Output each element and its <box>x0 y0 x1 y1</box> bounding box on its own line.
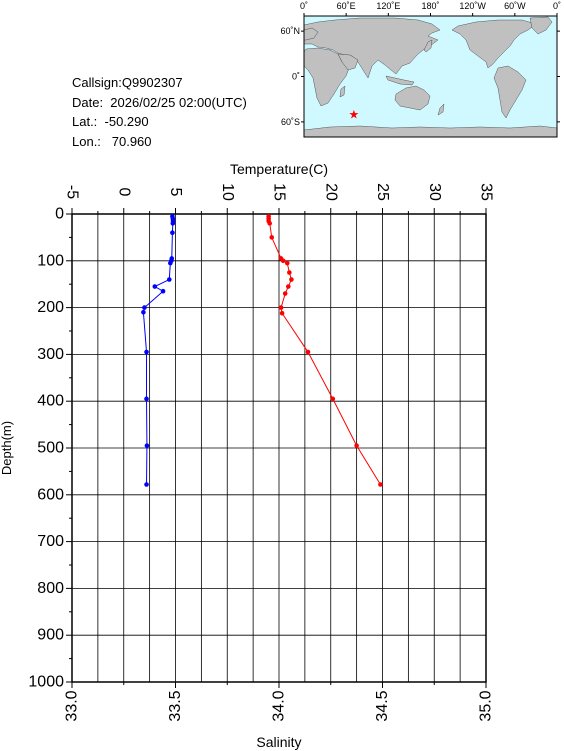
temperature-tick-label: -5 <box>64 185 81 199</box>
temperature-axis-title: Temperature(C) <box>230 161 328 177</box>
salinity-profile-point <box>170 221 176 226</box>
salinity-profile-point <box>142 305 147 310</box>
salinity-tick-label: 34.5 <box>374 690 391 721</box>
salinity-profile-point <box>144 482 149 487</box>
map-longitude-label: 0˚ <box>553 1 561 11</box>
temperature-profile-point <box>267 221 272 226</box>
salinity-profile-point <box>166 277 172 282</box>
depth-tick-label: 200 <box>37 299 64 316</box>
depth-tick-label: 800 <box>37 580 64 597</box>
temperature-profile-point <box>282 291 288 296</box>
temperature-tick-label: 30 <box>426 183 443 201</box>
longitude-text: Lon.: 70.960 <box>72 133 152 149</box>
salinity-tick-label: 34.0 <box>271 690 288 721</box>
temperature-profile-point <box>278 305 284 310</box>
temperature-tick-label: 5 <box>167 188 184 197</box>
map-land-europe <box>304 27 319 41</box>
temperature-profile-point <box>330 396 336 402</box>
salinity-profile-point <box>144 396 149 402</box>
map-longitude-labels: 0˚ 60˚E 120˚E 180˚ 120˚W 60˚W 0˚ <box>300 1 561 11</box>
map-land-greenland <box>529 16 553 35</box>
map-latitude-label: 60˚S <box>281 117 300 127</box>
map-land-australia <box>394 85 431 111</box>
temperature-profile-point <box>354 443 359 448</box>
map-latitude-label: 0˚ <box>292 72 300 82</box>
latitude-text: Lat.: -50.290 <box>72 114 149 129</box>
map-land-north-america <box>451 19 537 69</box>
location-map: 0˚ 60˚E 120˚E 180˚ 120˚W 60˚W 0˚ 60˚N 0˚ 60˚S ★ <box>280 1 561 138</box>
temperature-profile-point <box>279 310 285 316</box>
salinity-profile-point <box>144 443 150 448</box>
depth-tick-label: 100 <box>37 252 64 269</box>
temperature-profile-point <box>280 258 286 264</box>
salinity-profile-point <box>144 349 149 355</box>
temperature-tick-labels: -5 0 5 10 15 20 25 30 35 <box>64 183 495 201</box>
profile-series <box>141 214 383 487</box>
map-land-madagascar <box>339 85 346 98</box>
temperature-tick-label: 10 <box>219 183 236 201</box>
depth-tick-label: 0 <box>55 206 64 223</box>
map-longitude-label: 180˚ <box>421 1 439 11</box>
salinity-axis-title: Salinity <box>256 734 301 750</box>
salinity-tick-label: 35.0 <box>478 690 495 721</box>
map-land-indonesia <box>385 75 415 86</box>
depth-tick-label: 1000 <box>28 674 64 691</box>
map-ticks <box>301 13 560 123</box>
depth-tick-label: 400 <box>37 393 64 410</box>
depth-tick-label: 600 <box>37 486 64 503</box>
station-marker: ★ <box>348 108 359 122</box>
profile-info: Callsign:Q9902307 Date: 2026/02/25 02:00… <box>72 73 247 151</box>
temperature-profile-point <box>269 235 275 240</box>
temperature-profile-point <box>284 260 290 266</box>
salinity-tick-label: 33.0 <box>64 690 81 721</box>
date-text: Date: 2026/02/25 02:00(UTC) <box>72 94 247 110</box>
depth-axis-title: Depth(m) <box>0 421 14 475</box>
map-longitude-label: 60˚W <box>504 1 526 11</box>
temperature-profile-point <box>289 277 294 282</box>
map-longitude-label: 120˚E <box>376 1 400 11</box>
salinity-tick-label: 33.5 <box>167 690 184 721</box>
salinity-profile-point <box>160 288 166 294</box>
axis-tick-marks <box>66 208 487 688</box>
depth-tick-labels: 0 100 200 300 400 500 600 700 800 900 1000 <box>28 206 64 691</box>
map-latitude-labels: 60˚N 0˚ 60˚S <box>280 26 300 127</box>
salinity-profile-point <box>141 309 146 315</box>
temperature-tick-label: 35 <box>478 183 495 201</box>
temperature-profile-point <box>286 284 291 289</box>
map-longitude-label: 0˚ <box>300 1 308 11</box>
map-land-new-zealand <box>437 103 445 116</box>
temperature-tick-label: 20 <box>322 183 339 201</box>
depth-tick-label: 500 <box>37 440 64 457</box>
map-land-south-america <box>493 65 527 119</box>
salinity-profile-point <box>170 230 175 236</box>
temperature-tick-label: 25 <box>374 183 391 201</box>
map-land-antarctica <box>304 125 557 137</box>
map-land-eurasia <box>304 17 441 79</box>
depth-tick-label: 300 <box>37 346 64 363</box>
salinity-profile-point <box>168 260 173 266</box>
salinity-tick-labels: 33.0 33.5 34.0 34.5 35.0 <box>64 690 495 721</box>
map-land-africa <box>304 47 351 107</box>
depth-tick-label: 700 <box>37 533 64 550</box>
map-longitude-label: 120˚W <box>459 1 486 11</box>
temperature-profile-point <box>305 349 311 355</box>
map-latitude-label: 60˚N <box>280 26 300 36</box>
temperature-profile-point <box>287 270 292 275</box>
map-land-arabia <box>337 53 359 71</box>
temperature-tick-label: 0 <box>115 188 132 197</box>
map-longitude-label: 60˚E <box>337 1 356 11</box>
depth-tick-label: 900 <box>37 627 64 644</box>
temperature-profile-point <box>378 482 383 487</box>
callsign-text: Callsign:Q9902307 <box>72 75 183 90</box>
temperature-tick-label: 15 <box>271 183 288 201</box>
map-land-japan <box>423 39 433 53</box>
salinity-profile-point <box>152 284 158 289</box>
